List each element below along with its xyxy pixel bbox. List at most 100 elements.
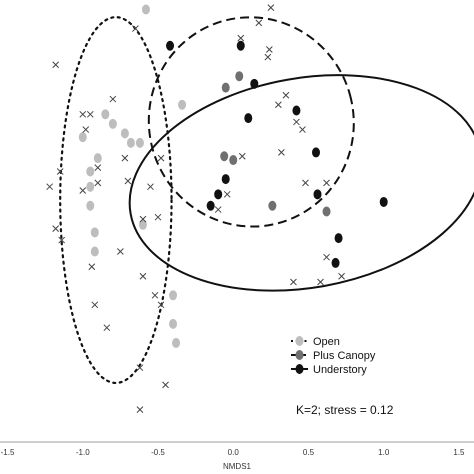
species-marker xyxy=(255,19,263,27)
point-layer xyxy=(46,4,388,413)
point-plus-canopy xyxy=(220,151,229,162)
species-marker xyxy=(214,206,222,213)
point-understory xyxy=(292,105,301,116)
x-tick-label: -0.5 xyxy=(151,448,165,457)
species-marker xyxy=(56,168,64,175)
point-plus-canopy xyxy=(235,71,244,82)
species-marker xyxy=(94,179,102,187)
point-plus-canopy xyxy=(322,206,331,217)
species-marker xyxy=(323,253,330,261)
legend-label-open: Open xyxy=(313,336,340,348)
legend-label-plus-canopy: Plus Canopy xyxy=(313,350,376,362)
point-open xyxy=(86,166,95,177)
point-understory xyxy=(214,189,223,200)
point-open xyxy=(141,4,150,15)
point-understory xyxy=(236,40,245,51)
point-open xyxy=(169,318,178,329)
point-plus-canopy xyxy=(229,155,238,166)
species-marker xyxy=(299,126,306,133)
x-tick-label: -1.5 xyxy=(1,448,15,457)
species-marker xyxy=(282,91,290,99)
point-understory xyxy=(166,40,175,51)
species-marker xyxy=(139,215,147,223)
species-marker xyxy=(223,190,231,198)
point-plus-canopy xyxy=(268,200,277,211)
legend-item-open: Open xyxy=(291,336,340,348)
species-marker xyxy=(238,152,246,160)
species-marker xyxy=(338,272,345,280)
point-open xyxy=(169,290,178,301)
species-marker xyxy=(264,53,272,61)
species-marker xyxy=(237,34,245,42)
point-open xyxy=(86,181,95,192)
species-marker xyxy=(121,154,129,162)
species-marker xyxy=(124,177,132,185)
species-marker xyxy=(151,291,159,299)
point-understory xyxy=(206,200,215,211)
x-tick-label: 0.5 xyxy=(303,448,315,457)
species-marker xyxy=(154,213,162,221)
point-open xyxy=(90,246,99,257)
point-open xyxy=(108,118,117,129)
species-marker xyxy=(136,364,144,372)
point-open xyxy=(93,153,102,164)
point-understory xyxy=(334,233,343,244)
species-marker xyxy=(82,126,90,133)
point-understory xyxy=(331,257,340,268)
x-axis-title: NMDS1 xyxy=(223,462,252,471)
point-open xyxy=(138,219,147,230)
species-marker xyxy=(278,149,285,156)
species-marker xyxy=(290,278,297,286)
species-marker xyxy=(323,179,330,187)
species-marker xyxy=(265,46,273,53)
species-marker xyxy=(58,236,66,244)
species-marker xyxy=(91,301,99,309)
x-tick-label: 0.0 xyxy=(228,448,240,457)
species-marker xyxy=(79,187,87,194)
ellipse-understory xyxy=(128,74,474,292)
legend-marker-plus-canopy xyxy=(295,350,304,360)
ellipse-open xyxy=(59,16,173,385)
species-marker xyxy=(157,301,165,309)
species-marker xyxy=(317,278,324,286)
species-marker xyxy=(46,183,54,191)
species-marker xyxy=(267,4,275,11)
species-marker xyxy=(86,110,94,118)
point-open xyxy=(126,137,135,148)
x-tick-label: 1.0 xyxy=(378,448,390,457)
species-marker xyxy=(302,179,309,187)
point-open xyxy=(135,137,144,148)
ellipse-layer xyxy=(59,16,474,385)
point-open xyxy=(86,200,95,211)
point-plus-canopy xyxy=(221,82,230,93)
legend-item-understory: Understory xyxy=(291,364,367,376)
species-marker xyxy=(132,25,139,32)
legend-marker-open xyxy=(295,336,304,346)
species-marker xyxy=(79,110,87,118)
point-open xyxy=(78,132,87,143)
species-marker xyxy=(136,406,144,413)
species-marker xyxy=(52,61,60,69)
species-marker xyxy=(52,225,60,232)
point-understory xyxy=(250,78,259,89)
species-marker xyxy=(162,381,169,389)
species-marker xyxy=(103,324,111,332)
species-marker xyxy=(275,101,282,109)
species-marker xyxy=(147,183,154,191)
species-marker xyxy=(157,154,165,162)
point-open xyxy=(178,99,187,110)
species-marker xyxy=(139,272,147,280)
legend-item-plus-canopy: Plus Canopy xyxy=(291,350,376,362)
point-understory xyxy=(312,147,320,158)
x-tick-label: 1.5 xyxy=(453,448,465,457)
species-marker xyxy=(88,263,96,271)
species-marker xyxy=(293,118,300,126)
legend: Open Plus Canopy Understory xyxy=(291,336,376,376)
species-marker xyxy=(94,164,102,172)
point-open xyxy=(120,128,129,139)
species-marker xyxy=(117,248,124,255)
point-understory xyxy=(313,189,322,200)
point-understory xyxy=(221,174,230,185)
point-open xyxy=(101,109,110,120)
x-tick-labels: -1.5 -1.0 -0.5 0.0 0.5 1.0 1.5 xyxy=(1,448,465,457)
